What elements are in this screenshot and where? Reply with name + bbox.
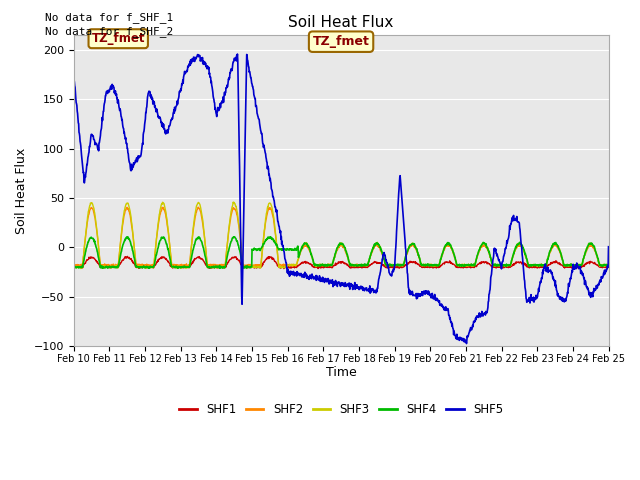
SHF4 xyxy=(375,241,383,247)
SHF4 xyxy=(308,255,316,261)
SHF4 xyxy=(318,262,326,268)
SHF3 xyxy=(70,264,77,269)
SHF2 xyxy=(375,243,383,249)
SHF4 xyxy=(605,262,612,268)
SHF1 xyxy=(308,263,316,268)
SHF5 xyxy=(374,279,382,285)
SHF5 xyxy=(111,91,119,97)
Y-axis label: Soil Heat Flux: Soil Heat Flux xyxy=(15,147,28,234)
SHF2 xyxy=(605,262,612,268)
SHF1 xyxy=(375,260,383,265)
Text: TZ_fmet: TZ_fmet xyxy=(92,32,145,45)
SHF2 xyxy=(298,248,305,253)
SHF3 xyxy=(308,254,316,260)
Legend: SHF1, SHF2, SHF3, SHF4, SHF5: SHF1, SHF2, SHF3, SHF4, SHF5 xyxy=(174,398,508,421)
Line: SHF5: SHF5 xyxy=(74,54,609,344)
SHF3 xyxy=(77,265,84,271)
Title: Soil Heat Flux: Soil Heat Flux xyxy=(289,15,394,30)
Text: No data for f_SHF_1: No data for f_SHF_1 xyxy=(45,12,173,23)
SHF5 xyxy=(297,270,305,276)
SHF1 xyxy=(70,264,77,269)
SHF2 xyxy=(195,204,202,210)
SHF3 xyxy=(111,264,119,270)
Line: SHF4: SHF4 xyxy=(74,237,609,268)
SHF3 xyxy=(375,242,383,248)
Line: SHF3: SHF3 xyxy=(74,202,609,268)
SHF2 xyxy=(111,262,119,268)
SHF5 xyxy=(70,69,77,75)
SHF4 xyxy=(111,264,119,270)
SHF4 xyxy=(216,265,224,271)
SHF2 xyxy=(133,262,141,268)
SHF3 xyxy=(298,246,305,252)
SHF3 xyxy=(605,263,612,268)
SHF5 xyxy=(133,155,141,161)
SHF2 xyxy=(70,262,77,268)
SHF5 xyxy=(463,341,470,347)
SHF2 xyxy=(255,264,262,270)
SHF5 xyxy=(308,271,316,277)
SHF3 xyxy=(318,262,326,268)
SHF4 xyxy=(70,264,77,269)
SHF2 xyxy=(318,263,326,268)
SHF1 xyxy=(605,264,612,270)
SHF4 xyxy=(298,247,305,252)
SHF1 xyxy=(124,253,131,259)
SHF4 xyxy=(230,234,237,240)
SHF1 xyxy=(298,260,305,266)
SHF1 xyxy=(318,264,326,270)
SHF1 xyxy=(111,264,119,269)
Line: SHF1: SHF1 xyxy=(74,256,609,269)
SHF1 xyxy=(280,266,287,272)
Line: SHF2: SHF2 xyxy=(74,207,609,267)
SHF3 xyxy=(229,199,237,205)
SHF5 xyxy=(318,278,326,284)
SHF1 xyxy=(133,264,141,270)
SHF5 xyxy=(605,244,612,250)
SHF3 xyxy=(133,264,141,270)
Text: No data for f_SHF_2: No data for f_SHF_2 xyxy=(45,26,173,37)
SHF2 xyxy=(308,255,316,261)
Text: TZ_fmet: TZ_fmet xyxy=(312,35,369,48)
SHF5 xyxy=(234,51,241,57)
SHF4 xyxy=(133,264,141,270)
X-axis label: Time: Time xyxy=(326,366,356,379)
